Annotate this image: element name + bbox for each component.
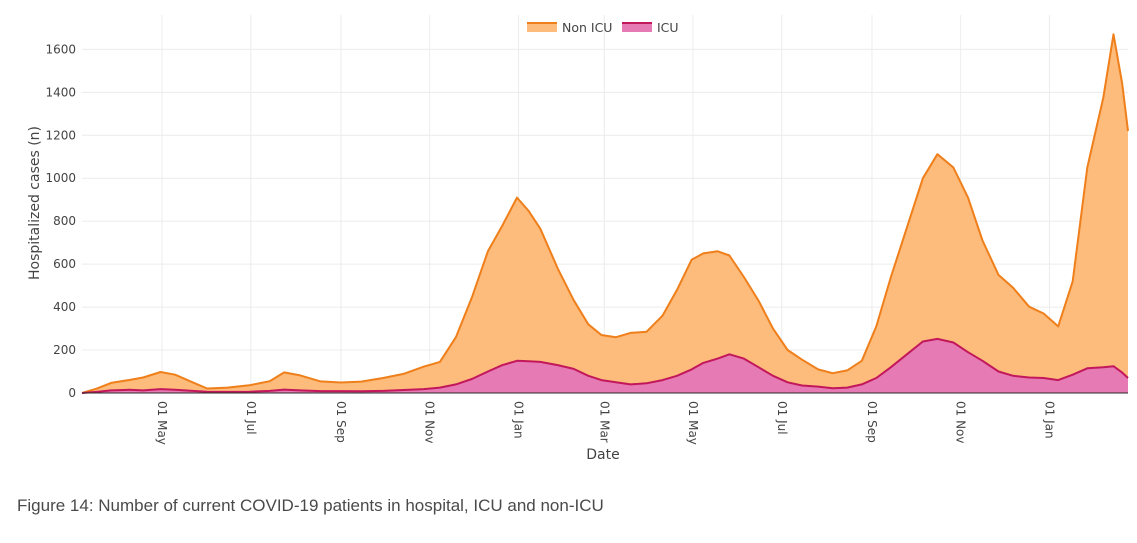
y-axis-title: Hospitalized cases (n)	[27, 126, 43, 280]
x-tick-label: 01 Jul	[244, 401, 258, 435]
x-tick-label: 01 May	[686, 401, 700, 445]
legend: Non ICU ICU	[527, 20, 679, 35]
x-tick-label: 01 Jan	[1042, 401, 1056, 439]
y-tick-label: 600	[53, 257, 76, 271]
legend-swatch-icu	[622, 23, 652, 32]
y-axis-ticks: 0 200 400 600 800 1000 1200 1400 1600	[45, 42, 76, 400]
y-tick-label: 200	[53, 343, 76, 357]
x-tick-label: 01 Mar	[597, 401, 611, 443]
x-tick-label: 01 Nov	[423, 401, 437, 444]
x-tick-label: 01 Jul	[775, 401, 789, 435]
y-tick-label: 800	[53, 214, 76, 228]
y-tick-label: 400	[53, 300, 76, 314]
series-areas	[81, 33, 1129, 394]
y-tick-label: 1000	[45, 171, 76, 185]
x-tick-label: 01 Jan	[511, 401, 525, 439]
legend-swatch-non-icu	[527, 23, 557, 32]
x-tick-label: 01 Nov	[954, 401, 968, 444]
chart: 0 200 400 600 800 1000 1200 1400 1600 01 May 01 J…	[27, 15, 1129, 463]
legend-label-icu: ICU	[657, 20, 679, 35]
y-tick-label: 1600	[45, 42, 76, 56]
series-line-icu	[81, 337, 1129, 394]
y-tick-label: 1200	[45, 128, 76, 142]
legend-label-non-icu: Non ICU	[562, 20, 612, 35]
x-axis-title: Date	[586, 447, 619, 463]
x-axis-ticks: 01 May 01 Jul 01 Sep 01 Nov 01 Jan 01 Mar 01 M…	[155, 401, 1056, 445]
series-line-non-icu	[81, 33, 1129, 394]
figure-caption: Figure 14: Number of current COVID-19 pa…	[17, 496, 604, 515]
series-area-icu	[82, 338, 1128, 393]
x-tick-label: 01 Sep	[865, 401, 879, 443]
y-tick-label: 1400	[45, 85, 76, 99]
y-tick-label: 0	[68, 386, 76, 400]
x-tick-label: 01 May	[155, 401, 169, 445]
x-tick-label: 01 Sep	[334, 401, 348, 443]
series-area-non-icu	[82, 34, 1128, 394]
